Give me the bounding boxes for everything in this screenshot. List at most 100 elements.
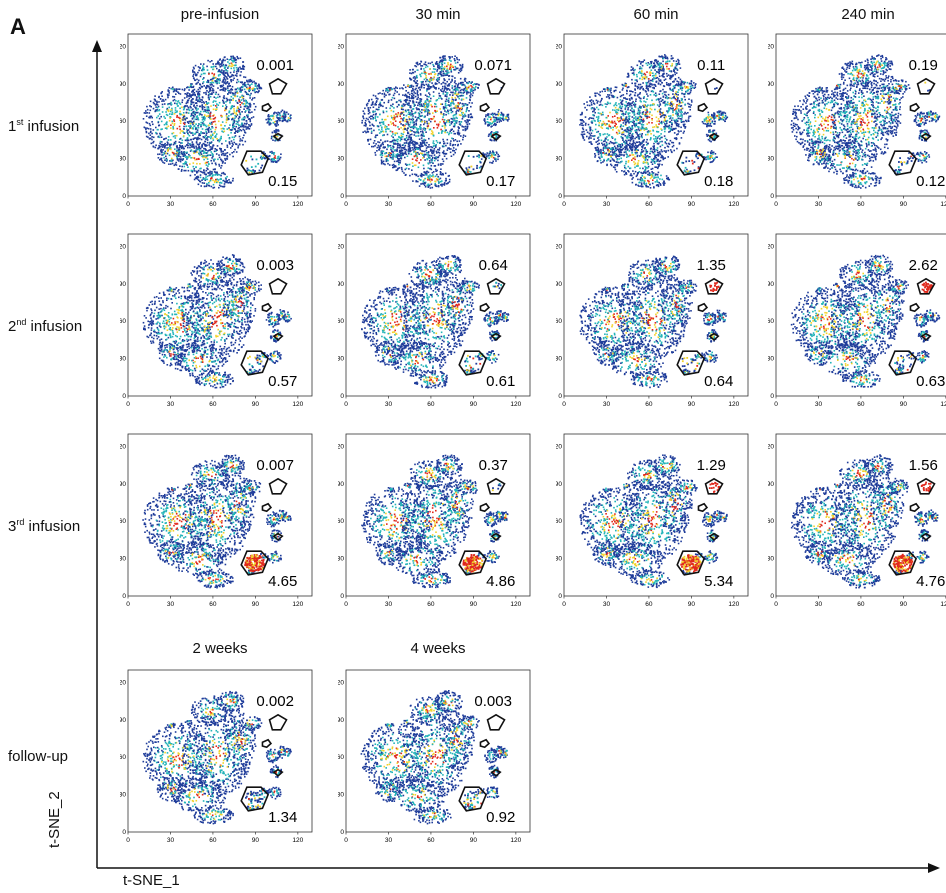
small-gate-a bbox=[479, 738, 491, 749]
tsne-panel-r1-c1: 0 30 60 90 120 0 30 60 90 120 0.64 0.61 bbox=[338, 228, 534, 412]
x-tick-label: 120 bbox=[940, 201, 946, 208]
x-tick-label: 90 bbox=[470, 601, 478, 608]
row-label-3rd-infusion: 3rd infusion bbox=[8, 517, 80, 535]
x-tick-label: 60 bbox=[209, 201, 217, 208]
x-tick-label: 90 bbox=[900, 401, 908, 408]
upper-gate-percentage: 0.002 bbox=[256, 693, 294, 710]
y-tick-label: 120 bbox=[120, 443, 126, 450]
x-tick-label: 120 bbox=[728, 601, 739, 608]
upper-gate-percentage: 0.64 bbox=[479, 257, 508, 274]
small-gate-a bbox=[479, 102, 491, 113]
upper-gate bbox=[916, 77, 936, 95]
x-tick-label: 0 bbox=[774, 401, 778, 408]
x-tick-label: 90 bbox=[900, 201, 908, 208]
upper-gate bbox=[486, 713, 506, 731]
upper-gate-percentage: 2.62 bbox=[909, 257, 938, 274]
y-tick-label: 120 bbox=[768, 43, 774, 50]
x-tick-label: 0 bbox=[126, 837, 130, 844]
x-tick-label: 120 bbox=[292, 601, 303, 608]
column-title-30-min: 30 min bbox=[340, 6, 536, 23]
x-tick-label: 60 bbox=[645, 601, 653, 608]
lower-gate bbox=[888, 150, 918, 176]
y-tick-label: 90 bbox=[120, 481, 126, 488]
small-gate-b bbox=[490, 532, 502, 541]
x-tick-label: 90 bbox=[688, 601, 696, 608]
x-tick-label: 90 bbox=[688, 401, 696, 408]
density-points bbox=[361, 255, 510, 389]
y-tick-label: 0 bbox=[558, 593, 562, 600]
small-gate-a bbox=[261, 302, 273, 313]
y-tick-label: 0 bbox=[558, 193, 562, 200]
tsne-plot: 0 30 60 90 120 0 30 60 90 120 0.001 0.15 bbox=[120, 33, 313, 208]
lower-gate bbox=[458, 786, 488, 812]
lower-gate bbox=[888, 550, 918, 576]
y-tick-label: 60 bbox=[338, 754, 344, 761]
lower-gate bbox=[458, 150, 488, 176]
x-tick-label: 90 bbox=[470, 401, 478, 408]
y-tick-label: 60 bbox=[556, 318, 562, 325]
x-tick-label: 90 bbox=[688, 201, 696, 208]
upper-gate bbox=[704, 277, 724, 295]
y-tick-label: 0 bbox=[770, 593, 774, 600]
row-label-1st-infusion: 1st infusion bbox=[8, 117, 79, 135]
tsne-plot: 0 30 60 90 120 0 30 60 90 120 0.11 0.18 bbox=[556, 33, 749, 208]
x-tick-label: 60 bbox=[427, 201, 435, 208]
lower-gate bbox=[458, 350, 488, 376]
tsne-plot: 0 30 60 90 120 0 30 60 90 120 0.37 4.86 bbox=[338, 433, 531, 608]
x-tick-label: 60 bbox=[209, 401, 217, 408]
lower-gate-percentage: 0.12 bbox=[916, 173, 945, 190]
y-tick-label: 90 bbox=[338, 481, 344, 488]
x-tick-label: 30 bbox=[815, 201, 823, 208]
lower-gate bbox=[888, 350, 918, 376]
x-tick-label: 0 bbox=[344, 601, 348, 608]
y-tick-label: 30 bbox=[768, 356, 774, 363]
tsne-panel-r0-c1: 0 30 60 90 120 0 30 60 90 120 0.071 0.17 bbox=[338, 28, 534, 212]
x-tick-label: 30 bbox=[167, 601, 175, 608]
lower-gate-percentage: 4.86 bbox=[486, 573, 515, 590]
tsne-panel-r2-c3: 0 30 60 90 120 0 30 60 90 120 1.56 4.76 bbox=[768, 428, 946, 612]
tsne-panel-r0-c3: 0 30 60 90 120 0 30 60 90 120 0.19 0.12 bbox=[768, 28, 946, 212]
y-tick-label: 120 bbox=[556, 43, 562, 50]
lower-gate bbox=[240, 350, 270, 376]
y-tick-label: 0 bbox=[558, 393, 562, 400]
x-tick-label: 0 bbox=[344, 837, 348, 844]
small-gate-b bbox=[708, 532, 720, 541]
x-tick-label: 120 bbox=[940, 601, 946, 608]
lower-gate-percentage: 0.18 bbox=[704, 173, 733, 190]
x-tick-label: 0 bbox=[774, 201, 778, 208]
small-gate-b bbox=[490, 768, 502, 777]
row-label-2nd-infusion: 2nd infusion bbox=[8, 317, 82, 335]
small-gate-b bbox=[708, 332, 720, 341]
x-tick-label: 120 bbox=[292, 201, 303, 208]
tsne-plot: 0 30 60 90 120 0 30 60 90 120 0.64 0.61 bbox=[338, 233, 531, 408]
plot-frame bbox=[127, 33, 313, 197]
lower-gate bbox=[676, 150, 706, 176]
lower-gate bbox=[240, 786, 270, 812]
tsne-panel-r1-c0: 0 30 60 90 120 0 30 60 90 120 0.003 0.57 bbox=[120, 228, 316, 412]
y-tick-label: 90 bbox=[556, 281, 562, 288]
x-tick-label: 120 bbox=[728, 401, 739, 408]
upper-gate bbox=[704, 477, 724, 495]
y-tick-label: 30 bbox=[120, 356, 126, 363]
small-gate-b bbox=[272, 332, 284, 341]
density-points bbox=[142, 254, 292, 389]
x-tick-label: 0 bbox=[562, 401, 566, 408]
x-tick-label: 90 bbox=[252, 401, 260, 408]
y-tick-label: 60 bbox=[120, 318, 126, 325]
lower-gate-percentage: 0.64 bbox=[704, 373, 733, 390]
y-tick-label: 90 bbox=[768, 481, 774, 488]
lower-gate bbox=[240, 550, 270, 576]
y-tick-label: 120 bbox=[120, 43, 126, 50]
x-tick-label: 0 bbox=[344, 401, 348, 408]
density-points bbox=[790, 254, 941, 388]
tsne-panel-r2-c2: 0 30 60 90 120 0 30 60 90 120 1.29 5.34 bbox=[556, 428, 752, 612]
y-tick-label: 0 bbox=[340, 193, 344, 200]
x-tick-label: 30 bbox=[167, 837, 175, 844]
column-title-2-weeks: 2 weeks bbox=[122, 640, 318, 657]
density-points bbox=[361, 55, 510, 189]
column-title-60-min: 60 min bbox=[558, 6, 754, 23]
lower-gate-percentage: 0.61 bbox=[486, 373, 515, 390]
upper-gate-percentage: 1.56 bbox=[909, 457, 938, 474]
lower-gate bbox=[458, 550, 488, 576]
